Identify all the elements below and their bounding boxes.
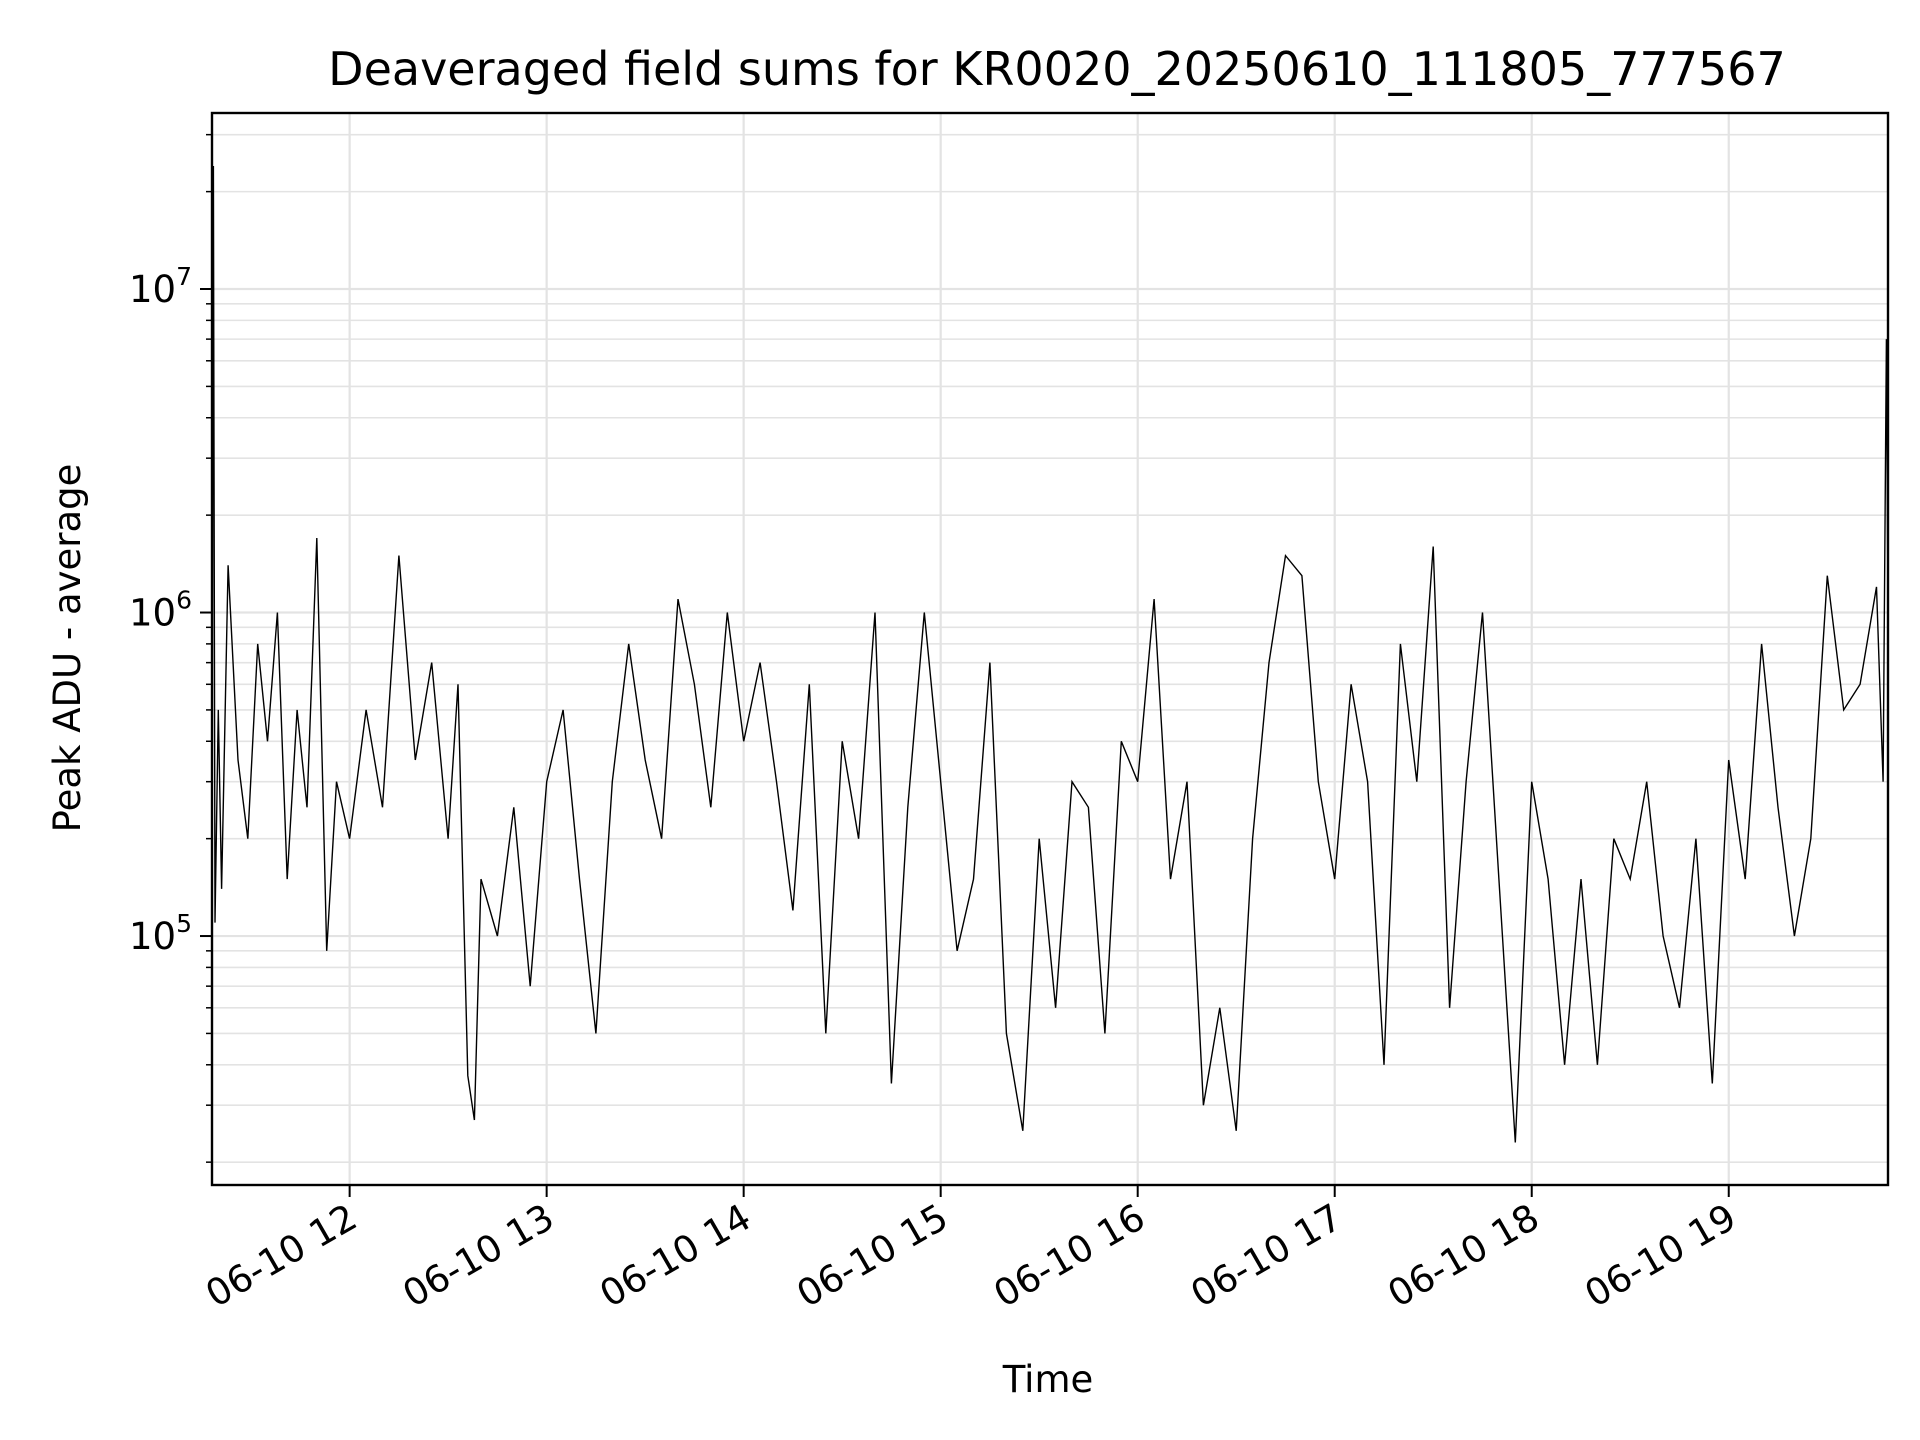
plot-background bbox=[212, 113, 1888, 1185]
x-axis-label: Time bbox=[1002, 1358, 1094, 1401]
plot-area bbox=[210, 111, 1890, 1187]
series-layer bbox=[211, 165, 1889, 1143]
y-tick-base: 10 bbox=[129, 915, 176, 958]
y-tick-exponent: 6 bbox=[176, 586, 192, 615]
y-tick-exponent: 7 bbox=[176, 262, 192, 291]
y-tick-label: 106 bbox=[129, 586, 192, 635]
plot-frame bbox=[210, 111, 1890, 1187]
y-axis-label: Peak ADU - average bbox=[46, 464, 89, 833]
minor-gridlines bbox=[212, 133, 1888, 1163]
y-tick-label: 105 bbox=[129, 909, 192, 958]
series-line bbox=[211, 165, 1889, 1143]
y-tick-base: 10 bbox=[129, 268, 176, 311]
y-tick-base: 10 bbox=[129, 592, 176, 635]
y-tick-exponent: 5 bbox=[176, 909, 192, 938]
major-gridlines bbox=[212, 113, 1888, 1185]
y-tick-label: 107 bbox=[129, 262, 192, 311]
chart-title: Deaveraged field sums for KR0020_2025061… bbox=[328, 42, 1786, 96]
